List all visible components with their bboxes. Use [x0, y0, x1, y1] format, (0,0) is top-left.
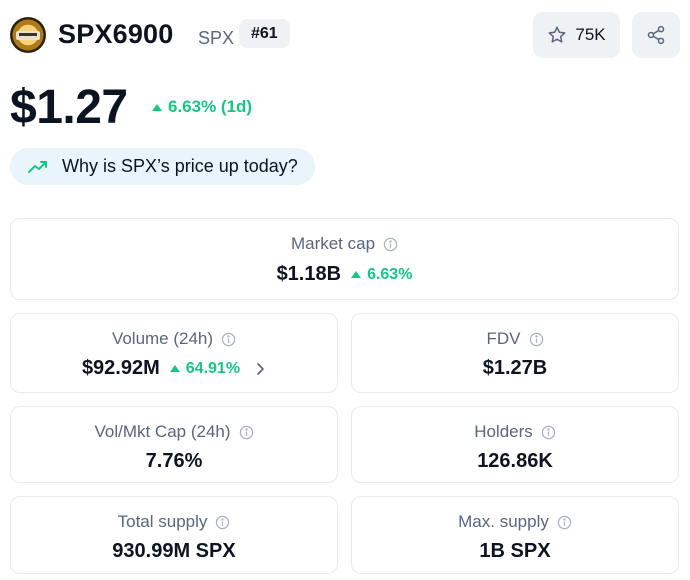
vol-mkt-cap-card: Vol/Mkt Cap (24h) 7.76% [10, 406, 338, 483]
watchlist-button[interactable]: 75K [533, 12, 620, 58]
share-icon [647, 25, 665, 45]
holders-card: Holders 126.86K [351, 406, 679, 483]
max-supply-value: 1B SPX [479, 540, 551, 562]
why-price-up-text: Why is SPX’s price up today? [62, 156, 298, 176]
market-cap-change: 6.63% [351, 266, 412, 284]
volume-change-value: 64.91% [185, 359, 241, 377]
holders-label: Holders [474, 422, 533, 441]
market-cap-value: $1.18B [276, 263, 342, 285]
coin-symbol: SPX [198, 28, 235, 48]
trending-up-icon [28, 160, 47, 173]
info-icon[interactable] [541, 425, 556, 440]
chevron-right-icon[interactable] [254, 362, 266, 376]
market-cap-card: Market cap $1.18B 6.63% [10, 218, 679, 300]
volume-value: $92.92M [81, 357, 160, 379]
max-supply-card: Max. supply 1B SPX [351, 496, 679, 574]
rank-badge: #61 [239, 19, 290, 48]
fdv-value: $1.27B [482, 357, 548, 379]
star-icon [548, 26, 566, 43]
caret-up-icon [169, 365, 180, 372]
info-icon[interactable] [557, 515, 572, 530]
vol-mkt-cap-label: Vol/Mkt Cap (24h) [94, 422, 231, 441]
market-cap-label: Market cap [290, 234, 376, 253]
info-icon[interactable] [221, 332, 236, 347]
fdv-card: FDV $1.27B [351, 313, 679, 393]
coin-header: SPX6900 SPX #61 75K [10, 12, 680, 58]
watchlist-count: 75K [575, 25, 606, 44]
total-supply-value: 930.99M SPX [112, 540, 236, 562]
vol-mkt-cap-value: 7.76% [145, 450, 203, 472]
total-supply-label: Total supply [117, 512, 208, 531]
max-supply-label: Max. supply [458, 512, 549, 531]
market-cap-change-value: 6.63% [367, 265, 413, 283]
info-icon[interactable] [529, 332, 544, 347]
current-price: $1.27 [10, 81, 128, 134]
price-change-value: 6.63% (1d) [168, 97, 253, 116]
why-price-up-button[interactable]: Why is SPX’s price up today? [10, 148, 315, 185]
info-icon[interactable] [215, 515, 230, 530]
caret-up-icon [152, 103, 162, 111]
volume-change: 64.91% [169, 359, 241, 378]
info-icon[interactable] [383, 237, 398, 252]
total-supply-card: Total supply 930.99M SPX [10, 496, 338, 574]
share-button[interactable] [632, 12, 680, 58]
info-icon[interactable] [239, 425, 254, 440]
fdv-label: FDV [486, 329, 521, 348]
spx6900-logo [10, 17, 46, 53]
holders-value: 126.86K [477, 450, 553, 472]
caret-up-icon [351, 271, 362, 278]
coin-name: SPX6900 [58, 19, 174, 49]
volume-label: Volume (24h) [111, 329, 214, 348]
price-change: 6.63% (1d) [152, 97, 252, 117]
volume-card[interactable]: Volume (24h) $92.92M 64.91% [10, 313, 338, 393]
